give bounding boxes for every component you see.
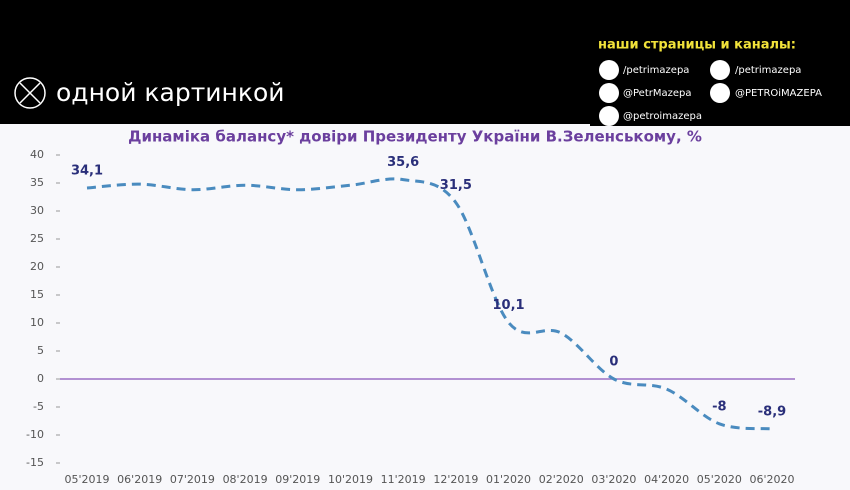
brand: одной картинкой [56,78,285,107]
social-link[interactable]: /petrimazepa [735,65,801,76]
data-line [86,177,773,431]
x-tick-label: 09'2019 [275,473,320,486]
y-tick-label: 0 [37,372,44,385]
social-title: наши страницы и каналы: [598,38,796,53]
social-link[interactable]: @PetrMazepa [623,88,692,99]
social-link[interactable]: @PETROiMAZEPA [735,88,822,99]
x-tick-label: 01'2020 [486,473,531,486]
data-label: 0 [609,355,618,370]
x-tick-label: 03'2020 [591,473,636,486]
data-label: 34,1 [71,164,103,179]
y-tick-label: 30 [30,204,44,217]
data-label: 35,6 [387,155,419,170]
y-tick-label: -5 [33,400,44,413]
y-tick-label: 20 [30,260,44,273]
social-icons [599,60,730,126]
y-tick-label: 40 [30,148,44,161]
x-tick-label: 05'2020 [697,473,742,486]
y-tick-label: -15 [26,456,44,469]
y-tick-label: 15 [30,288,44,301]
data-label: -8,9 [758,404,786,419]
x-tick-label: 08'2019 [223,473,268,486]
y-tick-label: 35 [30,176,44,189]
y-tick-label: 10 [30,316,44,329]
x-tick-label: 04'2020 [644,473,689,486]
y-tick-label: -10 [26,428,44,441]
chart-panel [0,124,850,490]
social-link[interactable]: /petrimazepa [623,65,689,76]
y-tick-label: 25 [30,232,44,245]
x-tick-label: 06'2020 [749,473,794,486]
x-tick-label: 12'2019 [433,473,478,486]
x-tick-label: 10'2019 [328,473,373,486]
x-tick-label: 05'2019 [64,473,109,486]
x-tick-label: 02'2020 [539,473,584,486]
logo [14,77,46,109]
x-tick-label: 11'2019 [381,473,426,486]
data-label: 10,1 [492,298,524,313]
chart-title: Динаміка балансу* довіри Президенту Укра… [128,128,702,146]
y-tick-label: 5 [37,344,44,357]
x-tick-label: 07'2019 [170,473,215,486]
social-link[interactable]: @petroimazepa [623,111,702,122]
x-tick-label: 06'2019 [117,473,162,486]
data-label: -8 [712,399,726,414]
data-label: 31,5 [440,178,472,193]
